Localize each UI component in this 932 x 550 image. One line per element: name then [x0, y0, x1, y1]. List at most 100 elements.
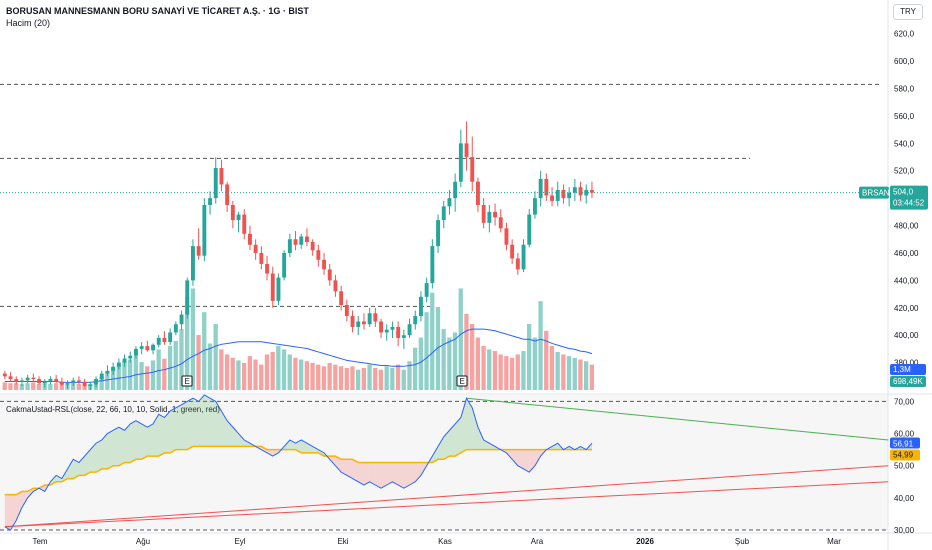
candle-body [293, 239, 298, 245]
candle-body [550, 195, 554, 201]
candle-body [458, 143, 463, 182]
candle-body [8, 376, 13, 380]
price-tick-label: 520,0 [894, 167, 915, 176]
volume-ma-line [4, 328, 593, 383]
volume-bar [390, 368, 395, 390]
indicator-fill [73, 459, 79, 479]
indicator-fill [369, 462, 376, 485]
candle-body [572, 187, 577, 193]
volume-bar [270, 351, 275, 390]
volume-indicator-label[interactable]: Hacim (20) [6, 18, 51, 28]
volume-bar [156, 349, 161, 390]
candle-body [48, 379, 53, 382]
candle-body [248, 233, 252, 245]
candle-body [481, 205, 486, 223]
candle-body [162, 337, 167, 343]
indicator-fill [506, 449, 513, 460]
candle-body [196, 246, 201, 256]
candle-body [31, 377, 36, 380]
last-price-text: 504,0 [893, 188, 914, 197]
candle-body [185, 280, 190, 315]
volume-bar [128, 359, 133, 390]
candle-body [287, 239, 292, 253]
indicator-fill [267, 449, 273, 457]
indicator-fill [210, 398, 216, 447]
indicator-fill [158, 414, 165, 457]
rsl-value-text: 56,91 [893, 440, 914, 449]
indicator-fill [21, 491, 28, 508]
candle-body [327, 269, 332, 281]
volume-bar [321, 366, 327, 390]
earnings-marker-text: E [185, 377, 190, 386]
volume-bar [447, 337, 452, 390]
volume-bar [48, 384, 53, 390]
volume-bar [281, 349, 287, 390]
indicator-tick-label: 30,00 [894, 526, 915, 535]
candle-body [521, 244, 526, 270]
candle-body [77, 380, 81, 382]
currency-button[interactable]: TRY [893, 4, 923, 20]
indicator-fill [483, 440, 490, 450]
volume-bar [509, 357, 515, 390]
volume-bar [253, 359, 258, 390]
volume-bar [413, 347, 418, 390]
candle-body [105, 370, 110, 374]
indicator-pane [0, 395, 888, 530]
candle-body [253, 244, 258, 253]
indicator-fill [67, 459, 74, 479]
candle-body [476, 181, 480, 205]
candle-body [265, 263, 269, 274]
candle-body [367, 313, 372, 325]
volume-bar [213, 324, 218, 390]
indicator-fill [141, 423, 148, 460]
candle-body [82, 381, 87, 386]
volume-bar [441, 329, 446, 390]
volume-bar [435, 307, 441, 390]
volume-badge-text: 698,49K [893, 377, 923, 386]
candle-body [134, 348, 138, 356]
volume-bar [299, 359, 304, 390]
earnings-marker [456, 375, 468, 387]
signal-line [4, 445, 592, 496]
volume-bar [589, 364, 594, 390]
candle-body [37, 379, 41, 384]
volume-bar [549, 346, 555, 390]
indicator-fill [289, 440, 296, 450]
candle-body [191, 246, 195, 281]
volume-bar [515, 354, 520, 390]
volume-bar [401, 369, 406, 390]
volume-bar [407, 361, 412, 390]
indicator-fill [552, 443, 558, 450]
indicator-fill [312, 446, 319, 453]
indicator-fill [227, 420, 233, 447]
indicator-fill [534, 449, 541, 466]
indicator-fill [335, 456, 342, 473]
volume-bar [481, 346, 486, 390]
indicator-fill [84, 449, 91, 476]
indicator-fill [187, 398, 193, 450]
candle-body [156, 337, 161, 345]
volume-bar [139, 362, 144, 390]
indicator-fill [170, 407, 176, 453]
indicator-fill [107, 430, 114, 469]
volume-bar [470, 324, 475, 390]
price-tick-label: 400,00 [894, 331, 919, 340]
indicator-fill [198, 395, 205, 447]
candle-body [567, 192, 572, 199]
indicator-fill [4, 494, 11, 530]
indicator-fill [272, 449, 279, 457]
indicator-fill [204, 395, 211, 447]
indicator-fill [130, 420, 136, 463]
indicator-fill [409, 462, 416, 485]
candle-body [219, 168, 224, 185]
candle-body [20, 380, 24, 382]
volume-bar [384, 366, 389, 390]
signal-value-badge [890, 449, 920, 461]
candle-body [424, 283, 429, 297]
volume-bar [464, 313, 469, 390]
candle-body [145, 346, 150, 351]
volume-bar [59, 382, 64, 390]
indicator-fill [455, 417, 461, 457]
candle-body [498, 217, 503, 229]
